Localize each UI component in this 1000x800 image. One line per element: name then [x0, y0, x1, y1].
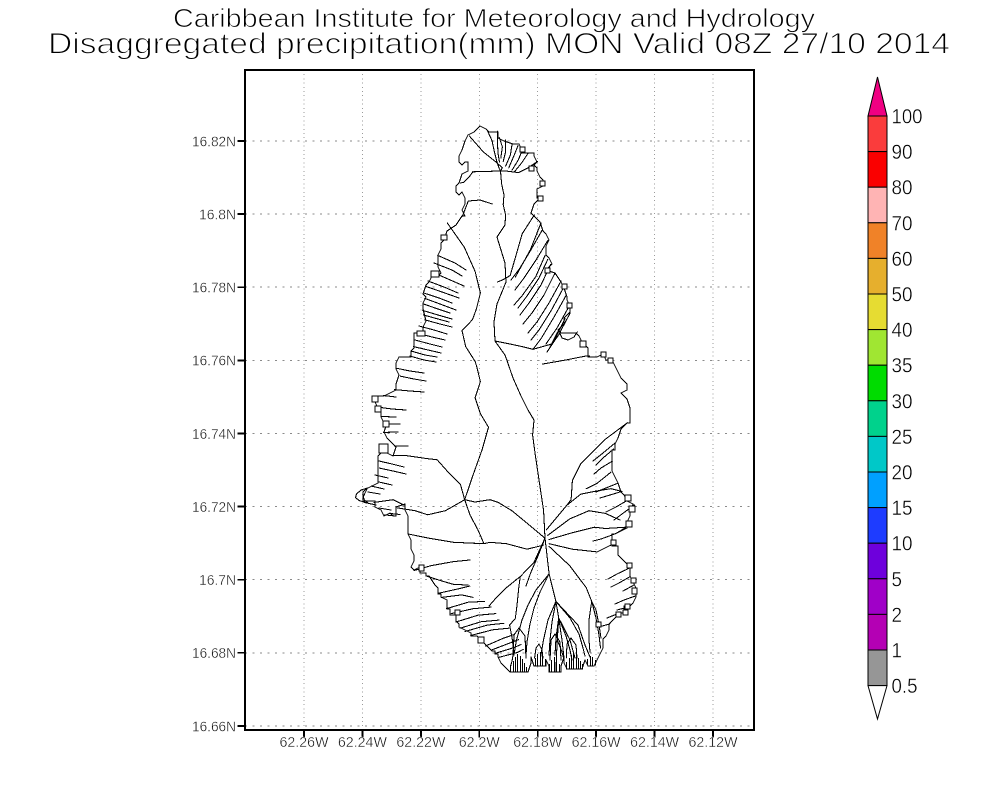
svg-text:16.82N: 16.82N [192, 133, 236, 150]
svg-text:62.22W: 62.22W [396, 734, 446, 751]
svg-text:62.14W: 62.14W [630, 734, 680, 751]
svg-text:62.2W: 62.2W [459, 734, 501, 751]
svg-text:62.24W: 62.24W [338, 734, 388, 751]
svg-text:90: 90 [892, 141, 913, 164]
svg-text:16.68N: 16.68N [192, 645, 236, 662]
svg-text:16.74N: 16.74N [192, 426, 236, 443]
svg-text:100: 100 [892, 106, 923, 129]
svg-text:62.26W: 62.26W [280, 734, 330, 751]
svg-text:70: 70 [892, 212, 913, 235]
svg-text:62.12W: 62.12W [689, 734, 739, 751]
svg-text:25: 25 [892, 426, 913, 449]
svg-text:Disaggregated precipitation(mm: Disaggregated precipitation(mm) MON Vali… [48, 27, 950, 60]
svg-text:1: 1 [892, 640, 903, 663]
svg-text:16.8N: 16.8N [199, 206, 236, 223]
svg-text:16.72N: 16.72N [192, 499, 236, 516]
svg-text:16.76N: 16.76N [192, 353, 236, 370]
svg-text:2: 2 [892, 604, 903, 627]
svg-text:16.7N: 16.7N [199, 572, 236, 589]
svg-text:62.16W: 62.16W [572, 734, 622, 751]
svg-text:35: 35 [892, 355, 913, 378]
svg-text:30: 30 [892, 390, 913, 413]
svg-text:Caribbean Institute for Meteor: Caribbean Institute for Meteorology and … [173, 3, 815, 33]
svg-text:20: 20 [892, 462, 913, 485]
svg-text:5: 5 [892, 568, 903, 591]
svg-text:40: 40 [892, 319, 913, 342]
svg-text:80: 80 [892, 177, 913, 200]
svg-text:60: 60 [892, 248, 913, 271]
svg-text:15: 15 [892, 497, 913, 520]
svg-text:10: 10 [892, 533, 913, 556]
svg-text:50: 50 [892, 284, 913, 307]
svg-text:16.78N: 16.78N [192, 280, 236, 297]
svg-text:16.66N: 16.66N [192, 718, 236, 735]
svg-text:0.5: 0.5 [892, 675, 918, 698]
svg-text:62.18W: 62.18W [513, 734, 563, 751]
